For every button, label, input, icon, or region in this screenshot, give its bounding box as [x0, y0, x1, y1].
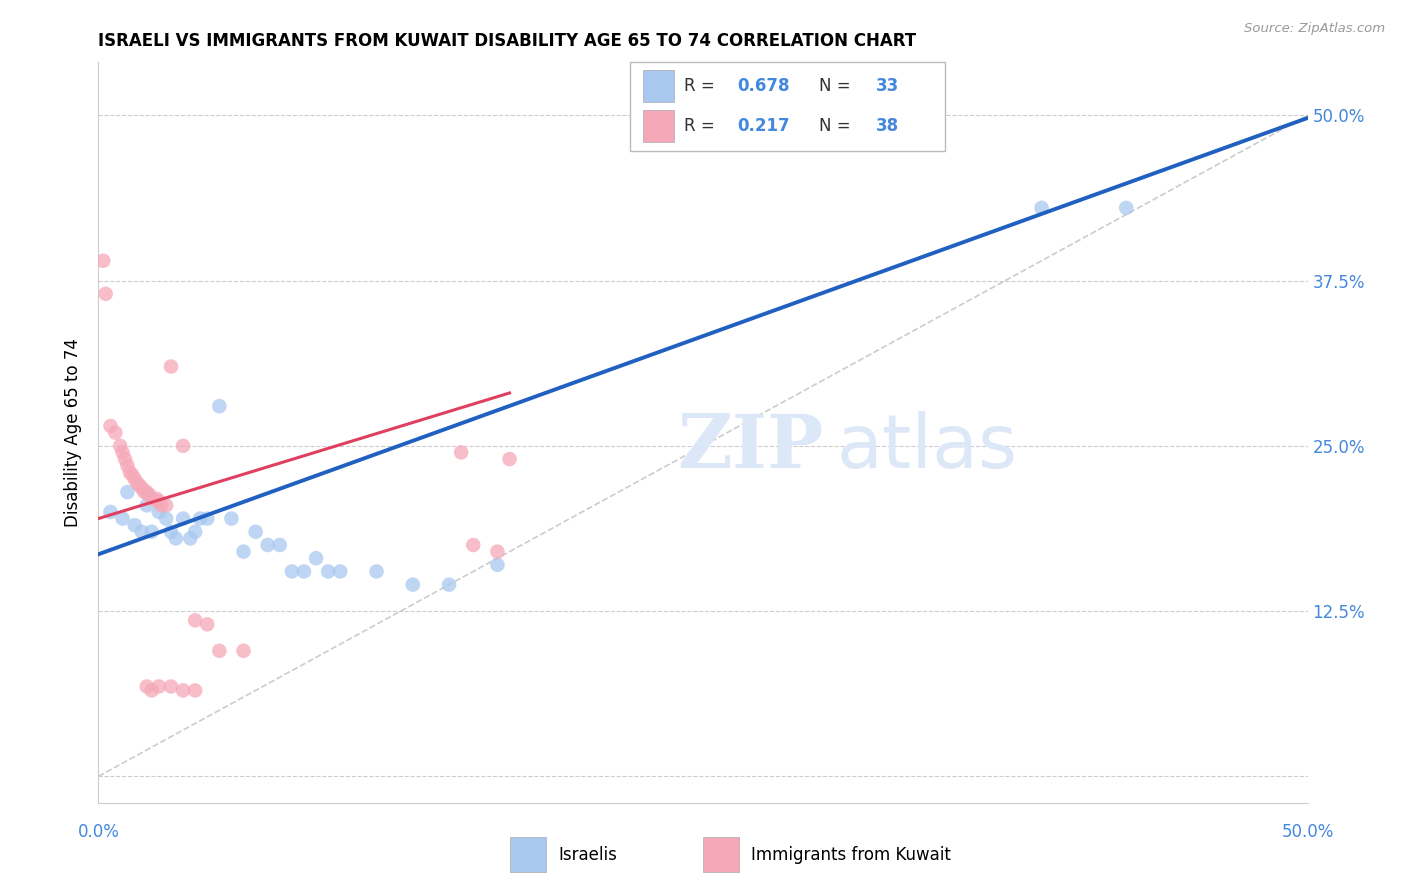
Point: [104, 425, 127, 440]
Point: [127, 475, 149, 490]
Point: [148, 494, 170, 508]
Point: [195, 617, 218, 632]
Point: [256, 538, 278, 552]
Point: [100, 419, 122, 434]
Point: [165, 532, 187, 546]
Point: [160, 359, 183, 374]
Point: [195, 511, 218, 525]
Point: [160, 680, 183, 694]
Point: [245, 524, 267, 539]
Point: [141, 491, 163, 506]
Point: [172, 511, 194, 525]
Point: [498, 452, 520, 467]
Point: [232, 544, 254, 558]
Point: [155, 511, 177, 525]
Point: [131, 481, 153, 495]
Point: [135, 485, 157, 500]
Point: [450, 445, 472, 459]
Point: [148, 680, 170, 694]
Point: [148, 505, 170, 519]
Text: ZIP: ZIP: [678, 411, 824, 484]
Point: [145, 491, 167, 506]
Point: [437, 577, 460, 591]
Point: [305, 551, 328, 566]
Point: [155, 499, 177, 513]
Text: ISRAELI VS IMMIGRANTS FROM KUWAIT DISABILITY AGE 65 TO 74 CORRELATION CHART: ISRAELI VS IMMIGRANTS FROM KUWAIT DISABI…: [98, 32, 917, 50]
Point: [486, 558, 509, 572]
Point: [111, 511, 134, 525]
Point: [124, 518, 146, 533]
Point: [111, 445, 134, 459]
Point: [179, 532, 201, 546]
Point: [118, 465, 141, 479]
Point: [316, 565, 339, 579]
Text: 0.0%: 0.0%: [77, 822, 120, 840]
Point: [100, 505, 122, 519]
Point: [134, 485, 156, 500]
Point: [208, 399, 231, 413]
Text: atlas: atlas: [837, 411, 1017, 484]
Point: [463, 538, 485, 552]
Point: [108, 439, 131, 453]
Point: [366, 565, 388, 579]
Point: [131, 524, 153, 539]
Point: [135, 680, 157, 694]
Point: [150, 499, 173, 513]
Point: [184, 683, 207, 698]
Text: Source: ZipAtlas.com: Source: ZipAtlas.com: [1244, 22, 1385, 36]
Point: [221, 511, 243, 525]
Point: [1115, 201, 1137, 215]
Point: [172, 683, 194, 698]
Point: [188, 511, 211, 525]
Point: [329, 565, 352, 579]
Point: [141, 683, 163, 698]
Point: [160, 524, 183, 539]
Point: [141, 524, 163, 539]
Text: 50.0%: 50.0%: [1281, 822, 1334, 840]
Point: [114, 452, 136, 467]
Point: [281, 565, 304, 579]
Point: [184, 613, 207, 627]
Point: [128, 478, 150, 492]
Point: [117, 485, 139, 500]
Point: [124, 472, 146, 486]
Point: [91, 253, 114, 268]
Point: [1031, 201, 1053, 215]
Point: [486, 544, 509, 558]
Point: [135, 499, 157, 513]
Point: [292, 565, 315, 579]
Point: [208, 644, 231, 658]
Point: [138, 488, 160, 502]
Point: [94, 286, 117, 301]
Point: [117, 458, 139, 473]
Point: [402, 577, 425, 591]
Point: [232, 644, 254, 658]
Point: [184, 524, 207, 539]
Y-axis label: Disability Age 65 to 74: Disability Age 65 to 74: [65, 338, 83, 527]
Point: [172, 439, 194, 453]
Point: [269, 538, 291, 552]
Point: [121, 467, 143, 482]
